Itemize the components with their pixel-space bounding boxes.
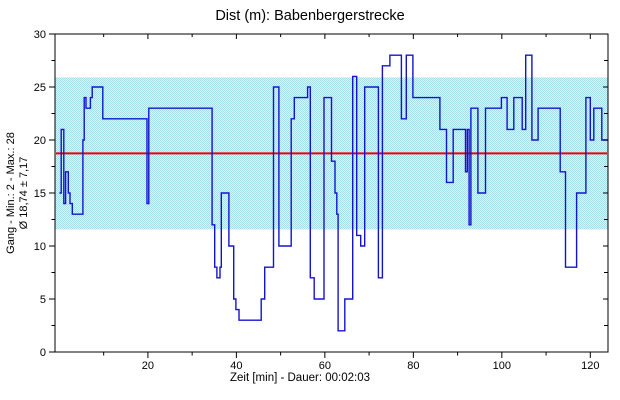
tick-label: 80 [407, 360, 419, 372]
tick-label: 5 [40, 294, 46, 306]
tick-label: 20 [142, 360, 154, 372]
tick-label: 120 [581, 360, 599, 372]
axis-tick-labels: 20 40 60 80 100 120 0 5 10 15 20 25 30 [34, 29, 600, 372]
tick-label: 0 [40, 347, 46, 359]
tick-label: 15 [34, 188, 46, 200]
tick-label: 40 [230, 360, 242, 372]
tick-label: 20 [34, 135, 46, 147]
y-axis-label-line-2: Ø 18,74 ± 7,17 [18, 157, 30, 230]
chart-title: Dist (m): Babenbergerstrecke [215, 8, 404, 24]
tick-label: 30 [34, 29, 46, 41]
axis-ticks [49, 33, 608, 358]
y-axis-label-line-1: Gang - Min.: 2 - Max.: 28 [5, 132, 17, 254]
tick-label: 60 [319, 360, 331, 372]
tick-label: 100 [493, 360, 511, 372]
tick-label: 10 [34, 241, 46, 253]
x-axis-label: Zeit [min] - Dauer: 00:02:03 [230, 372, 370, 384]
data-series-line [59, 54, 608, 332]
tick-label: 25 [34, 82, 46, 94]
